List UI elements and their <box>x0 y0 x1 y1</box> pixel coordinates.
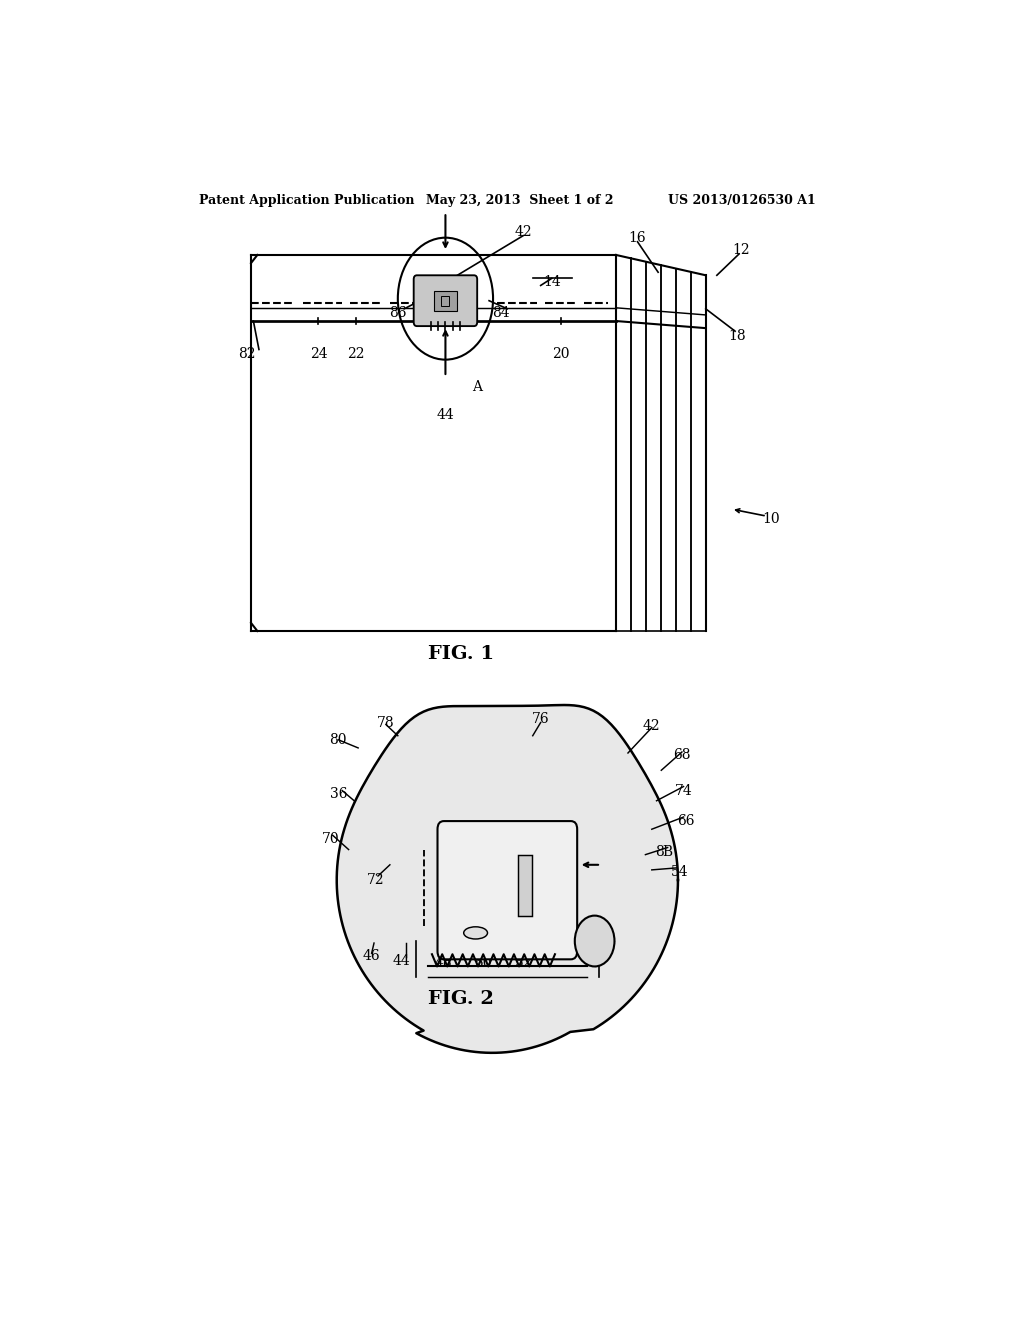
Text: 14: 14 <box>543 276 561 289</box>
Bar <box>441 296 450 306</box>
Polygon shape <box>337 705 678 1053</box>
Text: Patent Application Publication: Patent Application Publication <box>200 194 415 207</box>
FancyBboxPatch shape <box>414 276 477 326</box>
Text: 52: 52 <box>514 957 531 970</box>
Text: 36: 36 <box>330 787 347 801</box>
Text: FIG. 1: FIG. 1 <box>428 645 495 664</box>
Text: 44: 44 <box>393 954 411 969</box>
Text: 12: 12 <box>732 243 751 257</box>
Text: 10: 10 <box>762 512 779 527</box>
Text: May 23, 2013  Sheet 1 of 2: May 23, 2013 Sheet 1 of 2 <box>426 194 613 207</box>
Text: 16: 16 <box>629 231 646 244</box>
Text: A: A <box>472 380 482 395</box>
Text: 74: 74 <box>675 784 692 797</box>
Text: 76: 76 <box>531 713 550 726</box>
Text: US 2013/0126530 A1: US 2013/0126530 A1 <box>668 194 815 207</box>
Text: 72: 72 <box>367 873 384 887</box>
Ellipse shape <box>464 927 487 939</box>
Text: FIG. 2: FIG. 2 <box>428 990 495 1008</box>
Text: 44: 44 <box>436 408 455 421</box>
Text: 46: 46 <box>362 949 381 964</box>
Text: 20: 20 <box>552 347 569 360</box>
Text: B: B <box>663 845 673 858</box>
Text: 8: 8 <box>655 845 665 858</box>
Text: 48: 48 <box>435 957 453 970</box>
Text: 86: 86 <box>389 306 407 319</box>
Text: 82: 82 <box>239 347 256 360</box>
Text: 42: 42 <box>643 718 660 733</box>
Text: 42: 42 <box>514 224 532 239</box>
Bar <box>433 290 458 312</box>
Text: 80: 80 <box>330 733 347 747</box>
Text: 78: 78 <box>377 715 394 730</box>
Text: 66: 66 <box>677 814 694 828</box>
FancyBboxPatch shape <box>437 821 578 960</box>
Text: 70: 70 <box>322 833 339 846</box>
Text: 84: 84 <box>493 306 510 319</box>
Text: 54: 54 <box>671 865 688 879</box>
Text: 50: 50 <box>475 957 493 970</box>
Text: 18: 18 <box>729 329 746 343</box>
Text: 68: 68 <box>673 748 690 762</box>
Text: 24: 24 <box>309 347 328 360</box>
Circle shape <box>574 916 614 966</box>
Bar <box>518 854 532 916</box>
Text: 22: 22 <box>347 347 365 360</box>
